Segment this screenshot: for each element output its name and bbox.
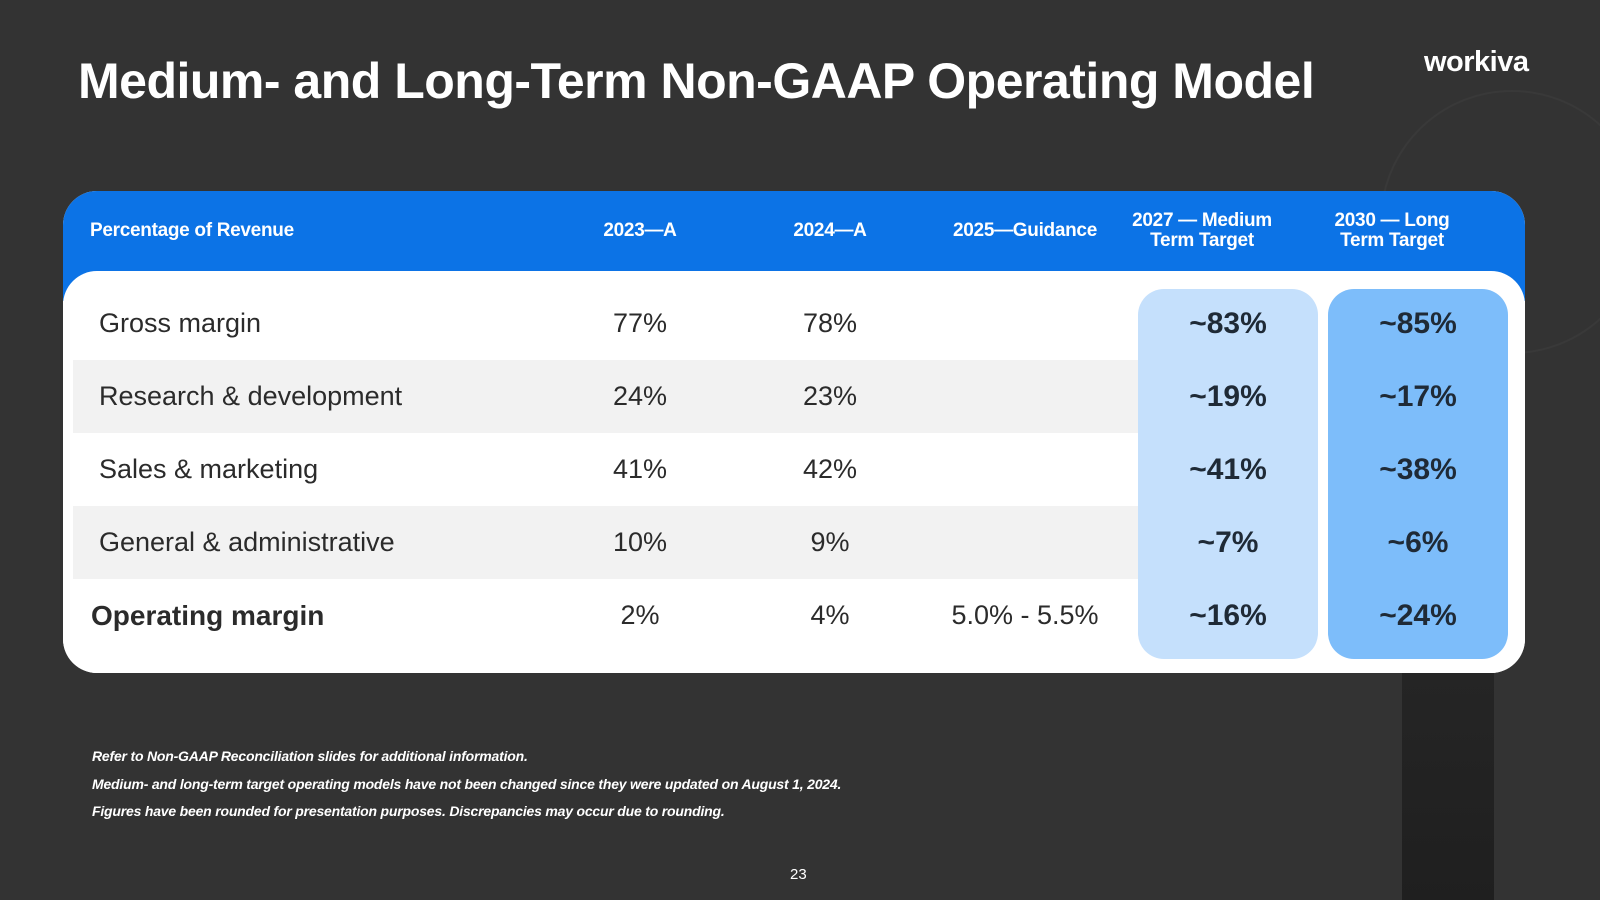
value-2030-target: ~38% (1379, 452, 1457, 486)
header-2030-long-term: 2030 — Long Term Target (1334, 210, 1450, 251)
value-2030-target: ~17% (1379, 379, 1457, 413)
footnote: Refer to Non-GAAP Reconciliation slides … (92, 748, 528, 764)
value-2030-target: ~85% (1379, 306, 1457, 340)
value-2027-target: ~41% (1189, 452, 1267, 486)
table-row: Gross margin 77% 78% ~83% ~85% (63, 287, 1525, 360)
value-2027-target: ~83% (1189, 306, 1267, 340)
row-label: Research & development (99, 381, 403, 411)
medium-term-target-highlight (1138, 289, 1318, 659)
value-2024: 23% (802, 381, 858, 411)
row-label: Operating margin (91, 599, 325, 631)
table-row: General & administrative 10% 9% ~7% ~6% (63, 506, 1525, 579)
value-2025 (935, 506, 1115, 579)
value-2025: 5.0% - 5.5% (951, 600, 1099, 630)
row-label: Gross margin (99, 308, 262, 338)
footnote: Figures have been rounded for presentati… (92, 803, 725, 819)
value-2023: 77% (612, 308, 668, 338)
slide-title: Medium- and Long-Term Non-GAAP Operating… (78, 53, 1315, 109)
footnotes: Refer to Non-GAAP Reconciliation slides … (92, 743, 841, 826)
row-label: Sales & marketing (99, 454, 319, 484)
value-2024: 42% (802, 454, 858, 484)
row-label: General & administrative (99, 527, 395, 557)
table-row: Sales & marketing 41% 42% ~41% ~38% (63, 433, 1525, 506)
header-2024: 2024—A (793, 220, 867, 241)
value-2025 (935, 433, 1115, 506)
row-stripe (73, 506, 1201, 579)
value-2030-target: ~6% (1387, 525, 1449, 559)
value-2023: 24% (612, 381, 668, 411)
long-term-target-highlight (1328, 289, 1508, 659)
value-2023: 10% (612, 527, 668, 557)
value-2025 (935, 360, 1115, 433)
background-shape (1402, 640, 1494, 900)
page-number: 23 (790, 866, 807, 883)
table-row: Operating margin 2% 4% 5.0% - 5.5% ~16% … (63, 579, 1525, 652)
header-2025-guidance: 2025—Guidance (953, 220, 1097, 241)
value-2023: 2% (620, 600, 660, 630)
value-2024: 78% (802, 308, 858, 338)
value-2030-target: ~24% (1379, 598, 1457, 632)
value-2027-target: ~19% (1189, 379, 1267, 413)
value-2027-target: ~7% (1197, 525, 1259, 559)
row-stripe (73, 360, 1201, 433)
header-percentage-of-revenue: Percentage of Revenue (90, 220, 294, 241)
table-row: Research & development 24% 23% ~19% ~17% (63, 360, 1525, 433)
value-2024: 4% (810, 600, 850, 630)
workiva-logo: workiva (1424, 46, 1529, 78)
value-2027-target: ~16% (1189, 598, 1267, 632)
operating-model-table: Percentage of Revenue 2023—A 2024—A 2025… (63, 191, 1525, 673)
value-2024: 9% (810, 527, 850, 557)
value-2023: 41% (612, 454, 668, 484)
footnote: Medium- and long-term target operating m… (92, 775, 842, 792)
value-2025 (935, 287, 1115, 360)
header-2023: 2023—A (603, 220, 677, 241)
header-2027-medium-term: 2027 — Medium Term Target (1132, 210, 1272, 251)
